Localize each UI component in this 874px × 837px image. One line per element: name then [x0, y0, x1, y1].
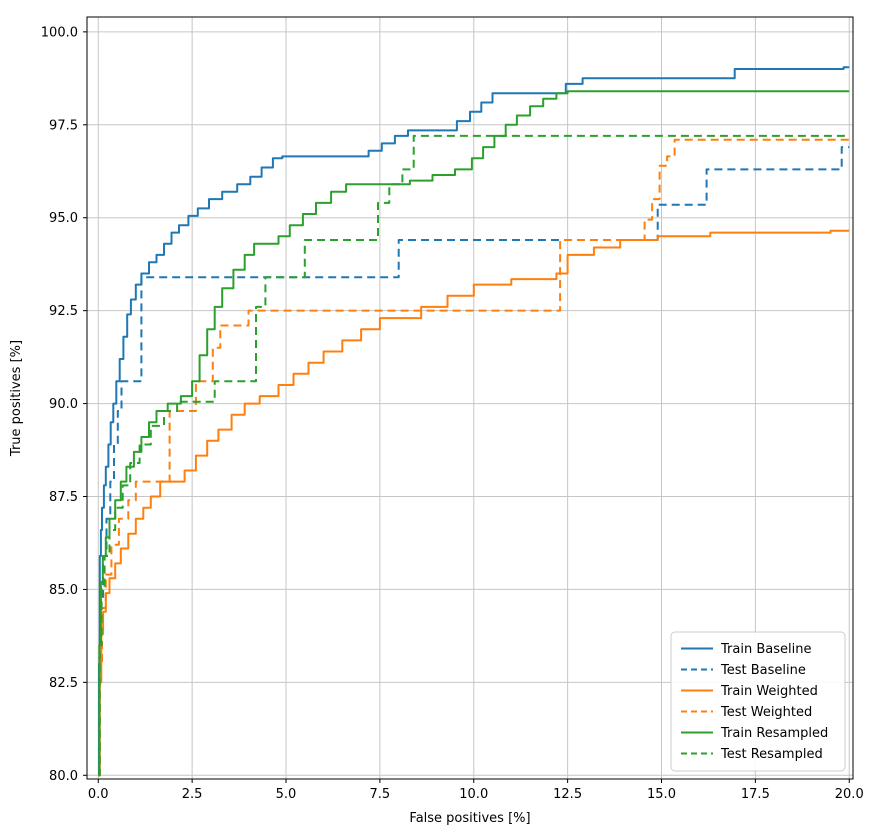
x-tick-label: 10.0 [459, 787, 488, 802]
y-tick-label: 80.0 [49, 769, 78, 784]
x-tick-label: 2.5 [182, 787, 203, 802]
y-tick-label: 95.0 [49, 211, 78, 226]
x-tick-label: 15.0 [647, 787, 676, 802]
legend-label-test-resampled: Test Resampled [720, 747, 823, 762]
series-line-train-resampled [98, 90, 850, 777]
x-tick-label: 7.5 [370, 787, 391, 802]
legend-label-test-baseline: Test Baseline [720, 663, 806, 678]
x-axis-label: False positives [%] [409, 811, 530, 826]
legend-label-train-resampled: Train Resampled [720, 726, 828, 741]
series-line-train-weighted [98, 229, 850, 777]
y-tick-label: 82.5 [49, 676, 78, 691]
y-tick-label: 92.5 [49, 304, 78, 319]
series-layer [98, 66, 850, 777]
y-tick-label: 85.0 [49, 583, 78, 598]
series-line-test-resampled [98, 134, 850, 777]
y-tick-label: 90.0 [49, 397, 78, 412]
grid-layer [87, 17, 853, 779]
legend-box [670, 631, 846, 772]
x-tick-label: 0.0 [88, 787, 109, 802]
y-tick-label: 97.5 [49, 118, 78, 133]
axis-layer: 0.0 2.5 5.0 7.5 10.0 12.5 15.0 17.5 20.0 80.0 82.5… [41, 16, 864, 802]
y-axis-label: True positives [%] [9, 340, 24, 457]
legend-label-train-baseline: Train Baseline [720, 642, 811, 657]
plot-border [86, 16, 854, 780]
x-tick-label: 20.0 [835, 787, 864, 802]
x-tick-label: 17.5 [741, 787, 770, 802]
y-tick-label: 100.0 [41, 25, 78, 40]
legend-label-train-weighted: Train Weighted [720, 684, 818, 699]
y-tick-label: 87.5 [49, 490, 78, 505]
x-tick-label: 12.5 [553, 787, 582, 802]
x-tick-label: 5.0 [276, 787, 297, 802]
legend-label-test-weighted: Test Weighted [720, 705, 812, 720]
series-line-test-baseline [98, 146, 850, 777]
series-line-train-baseline [98, 66, 850, 777]
series-line-test-weighted [98, 138, 850, 777]
legend: Train Baseline Test Baseline Train Weighte… [670, 631, 846, 772]
